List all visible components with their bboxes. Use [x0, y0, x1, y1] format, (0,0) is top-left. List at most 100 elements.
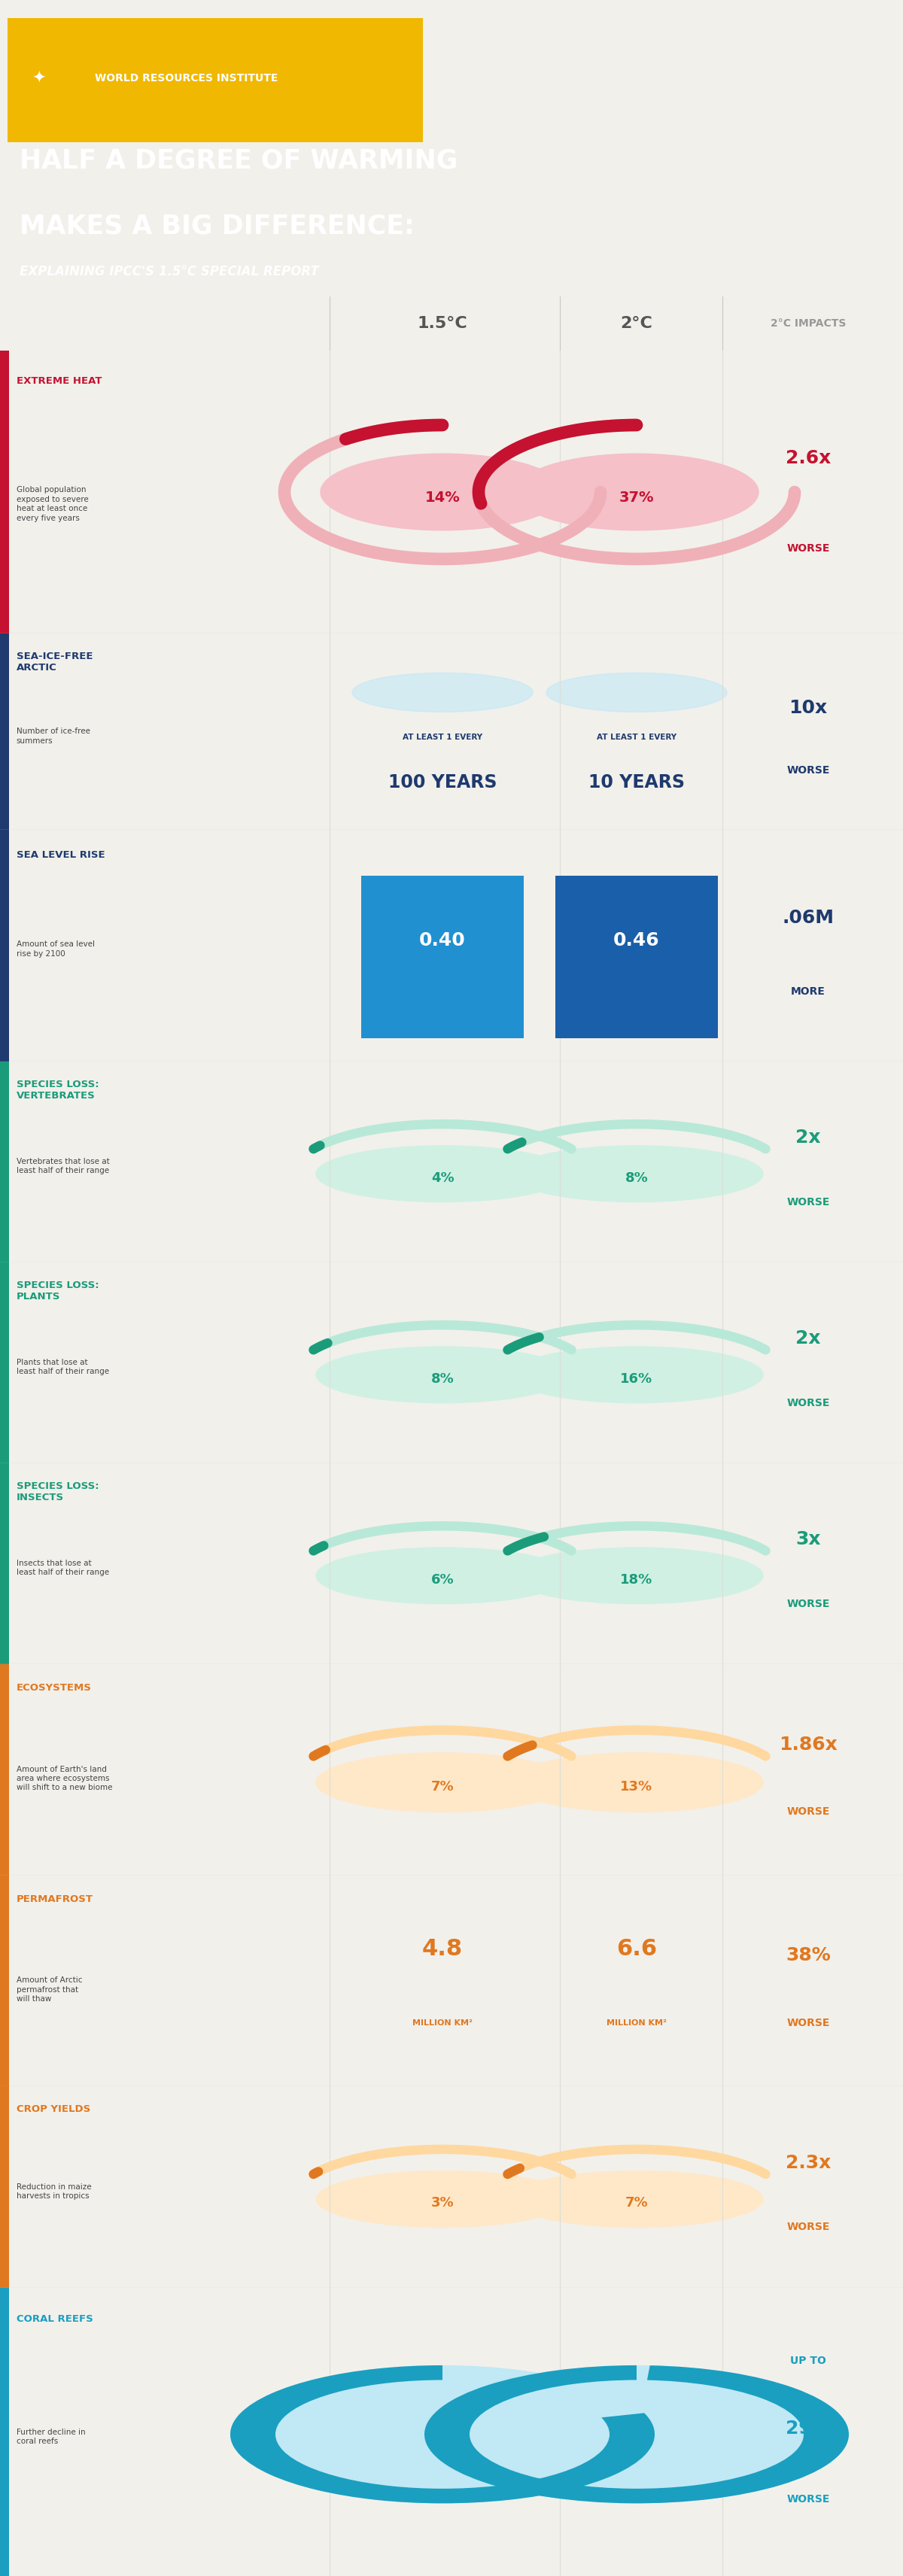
Text: UP TO: UP TO	[790, 2354, 826, 2367]
Circle shape	[470, 2380, 804, 2488]
Circle shape	[316, 1548, 569, 1605]
Circle shape	[515, 453, 759, 531]
FancyBboxPatch shape	[0, 634, 9, 829]
Text: 10x: 10x	[789, 698, 827, 716]
Text: MAKES A BIG DIFFERENCE:: MAKES A BIG DIFFERENCE:	[20, 214, 414, 240]
Text: 0.46: 0.46	[613, 933, 660, 951]
FancyBboxPatch shape	[0, 2087, 9, 2287]
Text: 2.6x: 2.6x	[786, 448, 831, 466]
Text: SPECIES LOSS:
PLANTS: SPECIES LOSS: PLANTS	[16, 1280, 98, 1301]
Text: 2°C IMPACTS: 2°C IMPACTS	[770, 317, 846, 330]
Text: 7%: 7%	[431, 1780, 454, 1793]
Text: WORSE: WORSE	[787, 1198, 830, 1208]
Circle shape	[316, 2172, 569, 2228]
Circle shape	[510, 1146, 763, 1203]
Text: 6%: 6%	[431, 1574, 454, 1587]
Text: ECOSYSTEMS: ECOSYSTEMS	[16, 1682, 91, 1692]
Circle shape	[510, 2172, 763, 2228]
Text: SEA-ICE-FREE
ARCTIC: SEA-ICE-FREE ARCTIC	[16, 652, 93, 672]
Text: MILLION KM²: MILLION KM²	[607, 2020, 666, 2027]
Text: CROP YIELDS: CROP YIELDS	[16, 2105, 90, 2115]
Text: METERS: METERS	[424, 1018, 461, 1025]
Text: 18%: 18%	[620, 1574, 653, 1587]
Text: WORSE: WORSE	[787, 1806, 830, 1816]
Text: Amount of Arctic
permafrost that
will thaw: Amount of Arctic permafrost that will th…	[16, 1976, 82, 2004]
Circle shape	[275, 2380, 610, 2488]
Text: WORSE: WORSE	[787, 2223, 830, 2233]
Text: 16%: 16%	[620, 1373, 653, 1386]
Circle shape	[321, 453, 564, 531]
FancyBboxPatch shape	[0, 1262, 9, 1463]
Text: 14%: 14%	[425, 489, 460, 505]
Text: 10 YEARS: 10 YEARS	[589, 773, 684, 791]
Text: WORSE: WORSE	[787, 765, 830, 775]
Text: AT LEAST 1 EVERY: AT LEAST 1 EVERY	[597, 734, 676, 742]
FancyBboxPatch shape	[0, 1664, 9, 1875]
Text: Amount of Earth's land
area where ecosystems
will shift to a new biome: Amount of Earth's land area where ecosys…	[16, 1765, 112, 1793]
FancyBboxPatch shape	[0, 1061, 9, 1262]
Text: Insects that lose at
least half of their range: Insects that lose at least half of their…	[16, 1558, 109, 1577]
Circle shape	[316, 1752, 569, 1811]
FancyBboxPatch shape	[0, 1875, 9, 2087]
Text: METERS: METERS	[619, 1018, 655, 1025]
Text: .06M: .06M	[782, 909, 834, 927]
Text: 29%: 29%	[786, 2419, 831, 2437]
Text: Global population
exposed to severe
heat at least once
every five years: Global population exposed to severe heat…	[16, 487, 88, 523]
Text: EXTREME HEAT: EXTREME HEAT	[16, 376, 102, 386]
Circle shape	[316, 1146, 569, 1203]
Wedge shape	[424, 2365, 849, 2504]
Text: WORLD RESOURCES INSTITUTE: WORLD RESOURCES INSTITUTE	[95, 72, 278, 85]
Text: 2x: 2x	[796, 1128, 821, 1146]
Text: 100 YEARS: 100 YEARS	[388, 773, 497, 791]
Text: Reduction in maize
harvests in tropics: Reduction in maize harvests in tropics	[16, 2182, 91, 2200]
Text: 1.5°C: 1.5°C	[417, 317, 468, 330]
FancyBboxPatch shape	[555, 876, 718, 1038]
Text: 0.40: 0.40	[419, 933, 466, 951]
Circle shape	[510, 1347, 763, 1404]
Text: 3%: 3%	[431, 2197, 454, 2210]
Text: 38%: 38%	[786, 1947, 831, 1965]
Text: SPECIES LOSS:
INSECTS: SPECIES LOSS: INSECTS	[16, 1481, 98, 1502]
Wedge shape	[230, 2365, 655, 2504]
Text: Vertebrates that lose at
least half of their range: Vertebrates that lose at least half of t…	[16, 1157, 109, 1175]
Text: 3x: 3x	[796, 1530, 821, 1548]
FancyBboxPatch shape	[0, 350, 9, 634]
Text: AT LEAST 1 EVERY: AT LEAST 1 EVERY	[403, 734, 482, 742]
Text: MORE: MORE	[791, 987, 825, 997]
Wedge shape	[424, 2365, 849, 2504]
Text: 1.86x: 1.86x	[779, 1736, 837, 1754]
Text: WORSE: WORSE	[787, 544, 830, 554]
FancyBboxPatch shape	[7, 18, 423, 142]
Text: 99%: 99%	[621, 2432, 652, 2445]
Text: Plants that lose at
least half of their range: Plants that lose at least half of their …	[16, 1358, 109, 1376]
FancyBboxPatch shape	[0, 829, 9, 1061]
Text: WORSE: WORSE	[787, 2017, 830, 2027]
Text: EXPLAINING IPCC'S 1.5°C SPECIAL REPORT: EXPLAINING IPCC'S 1.5°C SPECIAL REPORT	[20, 265, 319, 278]
Text: WORSE: WORSE	[787, 1600, 830, 1610]
Text: 13%: 13%	[620, 1780, 653, 1793]
FancyBboxPatch shape	[361, 876, 524, 1038]
Text: 2°C: 2°C	[620, 317, 653, 330]
FancyBboxPatch shape	[0, 2287, 9, 2576]
Text: ✦: ✦	[32, 72, 46, 85]
Text: MILLION KM²: MILLION KM²	[413, 2020, 472, 2027]
Text: WORSE: WORSE	[787, 1399, 830, 1409]
Circle shape	[316, 1347, 569, 1404]
Text: SPECIES LOSS:
VERTEBRATES: SPECIES LOSS: VERTEBRATES	[16, 1079, 98, 1100]
Text: Further decline in
coral reefs: Further decline in coral reefs	[16, 2429, 85, 2445]
Text: Number of ice-free
summers: Number of ice-free summers	[16, 726, 90, 744]
Text: 2x: 2x	[796, 1329, 821, 1347]
FancyBboxPatch shape	[0, 1463, 9, 1664]
Circle shape	[510, 1752, 763, 1811]
Text: 6.6: 6.6	[616, 1937, 657, 1960]
Text: 8%: 8%	[431, 1373, 454, 1386]
Text: CORAL REEFS: CORAL REEFS	[16, 2313, 93, 2324]
Wedge shape	[230, 2365, 655, 2504]
Text: HALF A DEGREE OF WARMING: HALF A DEGREE OF WARMING	[20, 149, 458, 173]
Text: WORSE: WORSE	[787, 2494, 830, 2504]
Text: 7%: 7%	[625, 2197, 648, 2210]
Text: 70–
90%: 70– 90%	[427, 2421, 458, 2452]
Text: 4%: 4%	[431, 1172, 454, 1185]
Text: 2.3x: 2.3x	[786, 2154, 831, 2172]
Circle shape	[546, 672, 727, 711]
